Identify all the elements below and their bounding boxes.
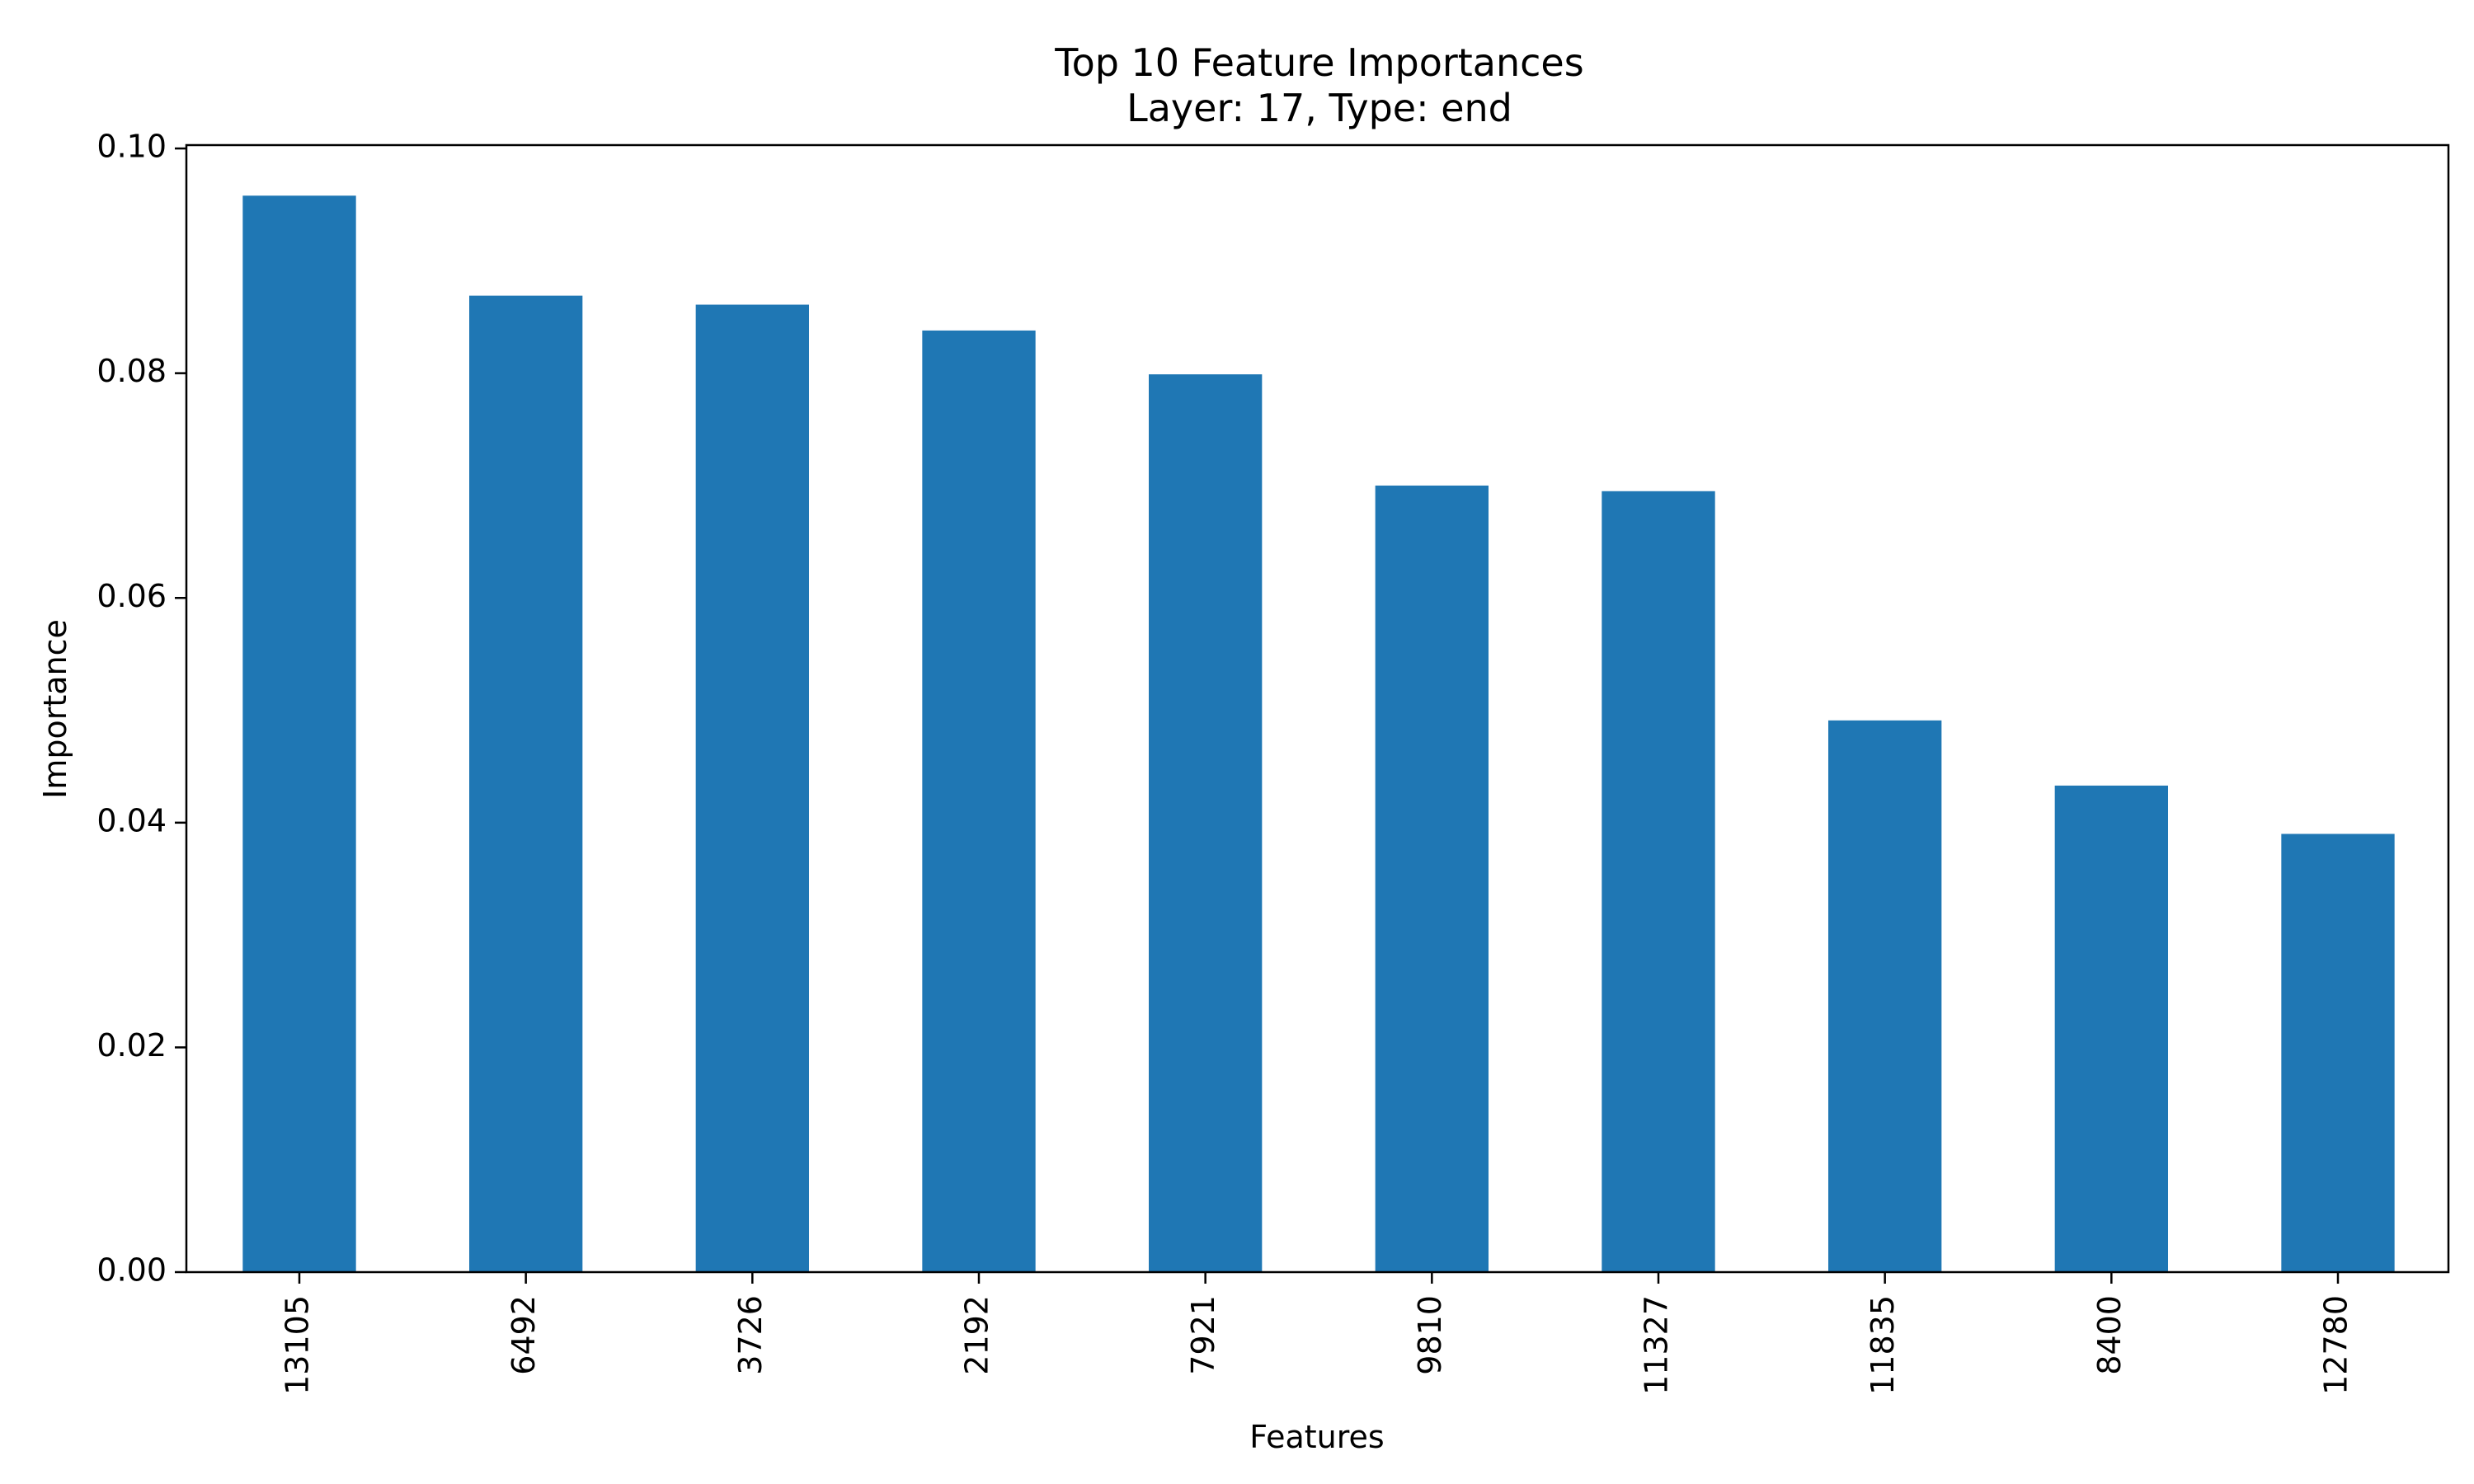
y-tick-label: 0.10 (96, 129, 167, 165)
x-tick-label: 11327 (1639, 1295, 1675, 1395)
chart-subtitle: Layer: 17, Type: end (1126, 86, 1512, 130)
bar (1149, 374, 1263, 1272)
y-axis-label: Importance (37, 619, 73, 799)
y-axis-ticks: 0.00 0.02 0.04 0.06 0.08 0.10 (96, 129, 186, 1289)
x-axis-label: Features (1249, 1419, 1384, 1455)
bar (695, 304, 809, 1272)
x-axis-ticks: 13105 6492 3726 2192 7921 9810 11327 11835 8400 1… (280, 1272, 2354, 1395)
plot-frame (185, 143, 2450, 1274)
bar (1828, 720, 1942, 1272)
x-tick-label: 11835 (1865, 1295, 1901, 1395)
y-tick-label: 0.02 (96, 1027, 167, 1064)
bar (1602, 491, 1715, 1272)
bar (242, 195, 356, 1272)
x-tick-label: 7921 (1185, 1295, 1221, 1375)
x-tick-label: 6492 (506, 1295, 542, 1375)
x-tick-label: 12780 (2318, 1295, 2354, 1395)
y-tick-label: 0.06 (96, 578, 167, 614)
chart-title: Top 10 Feature Importances (1054, 40, 1583, 85)
y-tick-label: 0.00 (96, 1252, 167, 1289)
x-tick-label: 9810 (1412, 1295, 1448, 1375)
x-tick-label: 3726 (732, 1295, 769, 1375)
bar (469, 295, 583, 1272)
bar (922, 330, 1036, 1272)
bar (2281, 834, 2395, 1272)
y-tick-label: 0.08 (96, 353, 167, 389)
bars-group (242, 195, 2395, 1272)
y-tick-label: 0.04 (96, 802, 167, 838)
bar (1375, 485, 1489, 1272)
bar (2054, 785, 2168, 1272)
x-tick-label: 2192 (959, 1295, 995, 1375)
x-tick-label: 8400 (2091, 1295, 2128, 1375)
x-tick-label: 13105 (280, 1295, 316, 1395)
